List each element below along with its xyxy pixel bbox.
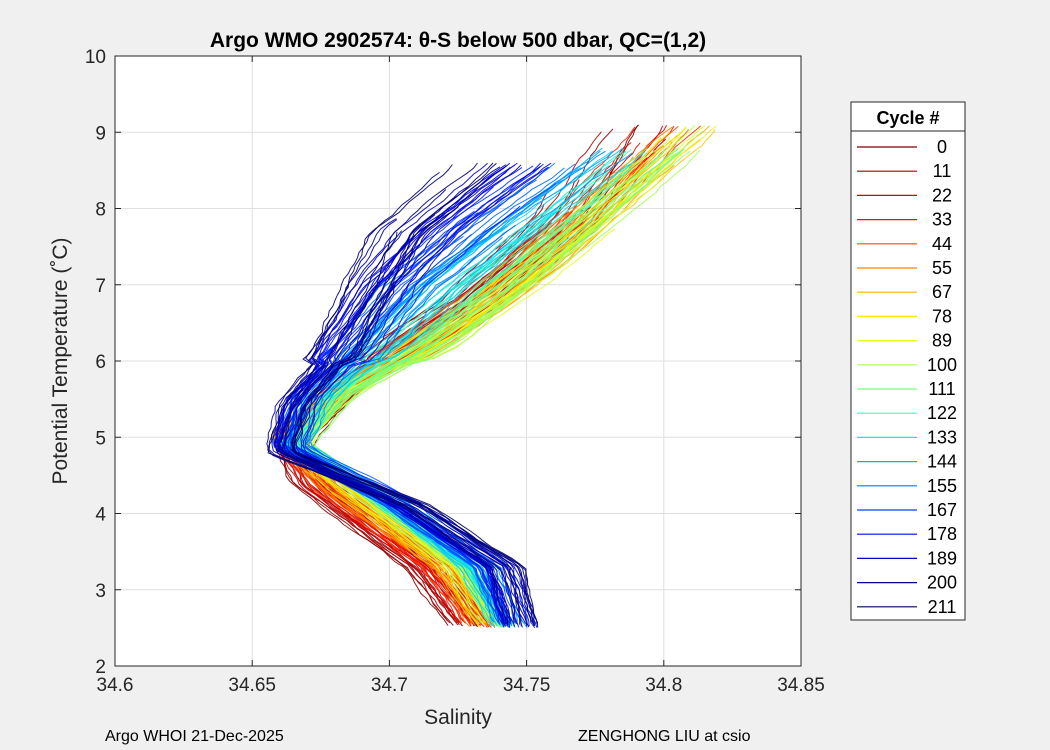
legend-entry-label: 67 [932,282,952,302]
y-tick-label: 7 [95,276,106,297]
y-axis-label: Potential Temperature (˚C) [49,237,72,484]
legend-entry: 122 [857,403,957,423]
legend-entry: 0 [857,137,947,157]
y-tick-label: 6 [95,352,106,373]
legend-entry-label: 11 [933,161,952,181]
y-tick-label: 9 [95,123,106,144]
y-tick-label: 3 [95,581,106,602]
profile-lines [266,124,717,629]
legend-entry: 133 [857,427,957,447]
footer-left: Argo WHOI 21-Dec-2025 [105,728,284,745]
profile-line [277,223,521,625]
legend-entry-label: 22 [932,185,952,205]
profile-line [266,219,509,626]
legend-entry: 200 [857,573,957,593]
y-tick-label: 5 [95,428,106,449]
legend-entry: 144 [857,452,957,472]
x-axis-label: Salinity [424,706,492,729]
legend-entry-label: 111 [928,379,955,399]
profile-line [290,214,535,626]
y-tick-label: 4 [95,505,106,526]
legend-entry-label: 133 [927,427,957,447]
legend-entry-label: 44 [932,234,952,254]
legend-entry: 78 [857,306,952,326]
legend-entry: 11 [857,161,951,181]
legend-entry-label: 100 [927,355,957,375]
profile-line [310,152,633,629]
legend-entry: 89 [857,331,952,351]
legend-entry: 22 [857,185,952,205]
profile-line [291,166,536,626]
legend-entry: 44 [857,234,952,254]
x-tick-label: 34.7 [371,675,408,696]
chart-title: Argo WMO 2902574: θ-S below 500 dbar, QC… [210,29,706,52]
footer-right: ZENGHONG LIU at csio [578,728,751,745]
legend-entry: 189 [857,548,957,568]
x-tick-label: 34.85 [777,675,825,696]
legend-entry-label: 211 [928,597,957,617]
x-tick-label: 34.75 [503,675,551,696]
y-tick-label: 2 [95,657,106,678]
legend-entry-label: 55 [932,258,952,278]
legend-entry-label: 200 [927,573,957,593]
profile-line [282,232,530,628]
legend-entries: 0 11 22 33 44 55 67 78 89 100 111 122 133 144 155 167 17… [857,137,957,617]
profile-line [304,205,536,629]
profile-line [277,162,511,628]
legend-entry-label: 89 [932,331,952,351]
legend-entry-label: 167 [927,500,957,520]
legend-entry: 67 [857,282,952,302]
y-tick-label: 8 [95,200,106,221]
legend-entry-label: 178 [927,524,957,544]
axis-ticks [114,55,802,667]
x-tick-label: 34.8 [645,675,682,696]
legend-title: Cycle # [876,108,939,128]
profile-line [274,230,506,626]
profile-line [267,164,516,624]
legend-entry: 211 [857,597,956,617]
legend-entry-label: 189 [927,548,957,568]
profile-line [292,162,539,628]
legend-entry: 33 [857,210,952,230]
x-tick-labels: 34.6 34.65 34.7 34.75 34.8 34.85 [97,675,825,696]
profile-line [291,162,542,628]
legend-entry-label: 155 [927,476,957,496]
legend-entry-label: 0 [937,137,947,157]
legend-entry: 178 [857,524,957,544]
x-tick-label: 34.65 [228,675,276,696]
legend-entry: 155 [857,476,957,496]
legend-entry: 55 [857,258,952,278]
legend-entry: 111 [857,379,956,399]
legend-entry-label: 144 [927,452,957,472]
y-tick-label: 10 [85,47,106,68]
x-tick-label: 34.6 [97,675,134,696]
profile-line [267,171,509,627]
y-tick-labels: 2 3 4 5 6 7 8 9 10 [85,47,107,678]
legend-entry-label: 78 [932,306,952,326]
legend-entry: 100 [857,355,957,375]
legend-entry: 167 [857,500,957,520]
profile-line [277,162,523,628]
legend: Cycle # 0 11 22 33 44 55 67 78 89 100 111 122 133 144… [850,101,966,621]
legend-entry-label: 122 [927,403,957,423]
legend-entry-label: 33 [932,210,952,230]
